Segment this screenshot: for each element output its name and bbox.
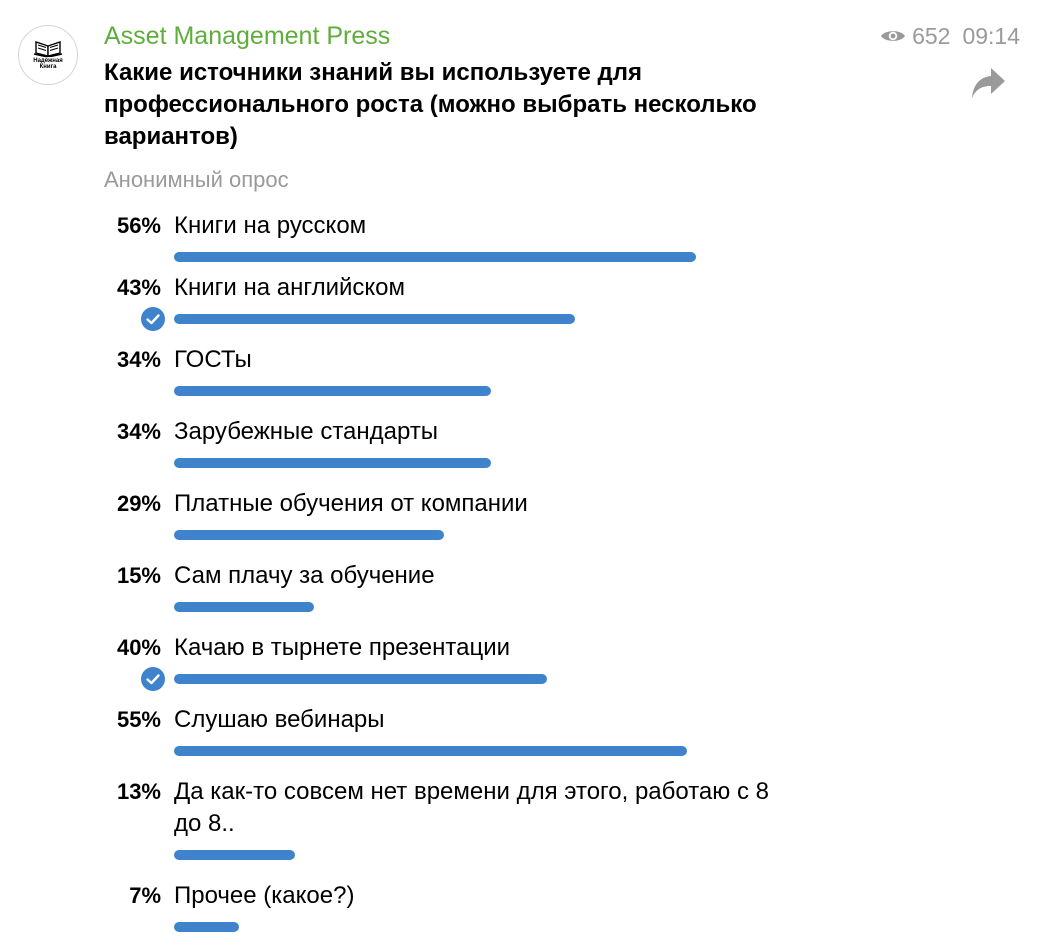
checkmark-circle-icon	[141, 307, 165, 331]
option-percent: 13%	[116, 779, 161, 804]
option-result-bar	[174, 850, 295, 860]
option-result-bar	[174, 746, 687, 756]
option-percent: 56%	[116, 213, 161, 238]
option-label: Сам плачу за обучение	[174, 562, 435, 589]
option-percent: 43%	[116, 275, 161, 300]
option-label: Да как-то совсем нет времени для этого, …	[174, 778, 769, 837]
option-result-bar	[174, 530, 444, 540]
option-label: Слушаю вебинары	[174, 706, 385, 733]
channel-avatar[interactable]: Надёжная Книга	[18, 25, 78, 85]
option-label: Прочее (какое?)	[174, 882, 355, 909]
option-label: Книги на русском	[174, 212, 367, 239]
views-count: 652	[912, 22, 951, 49]
message-time: 09:14	[962, 22, 1020, 49]
option-label: Зарубежные стандарты	[174, 418, 439, 445]
option-percent: 34%	[116, 419, 161, 444]
option-result-bar	[174, 314, 575, 324]
option-label: Качаю в тырнете презентации	[174, 634, 510, 661]
option-result-bar	[174, 386, 491, 396]
channel-name[interactable]: Asset Management Press	[104, 22, 391, 50]
message-meta: 652 09:14	[880, 19, 1020, 53]
checkmark-circle-icon	[141, 667, 165, 691]
poll-type-label: Анонимный опрос	[104, 167, 289, 192]
option-percent: 34%	[116, 347, 161, 372]
share-arrow-icon[interactable]	[971, 66, 1007, 100]
option-percent: 7%	[129, 883, 161, 908]
poll-question: Какие источники знаний вы используете дл…	[104, 59, 757, 150]
option-result-bar	[174, 458, 491, 468]
option-percent: 15%	[116, 563, 161, 588]
avatar-logo-text: Надёжная Книга	[33, 57, 63, 70]
option-percent: 40%	[116, 635, 161, 660]
option-label: ГОСТы	[174, 346, 252, 373]
option-result-bar	[174, 252, 696, 262]
eye-icon	[881, 31, 906, 41]
option-result-bar	[174, 922, 239, 932]
option-label: Платные обучения от компании	[174, 490, 528, 517]
book-logo-icon	[33, 40, 63, 57]
option-percent: 55%	[116, 707, 161, 732]
option-result-bar	[174, 602, 314, 612]
option-result-bar	[174, 674, 547, 684]
option-label: Книги на английском	[174, 274, 405, 301]
option-percent: 29%	[116, 491, 161, 516]
